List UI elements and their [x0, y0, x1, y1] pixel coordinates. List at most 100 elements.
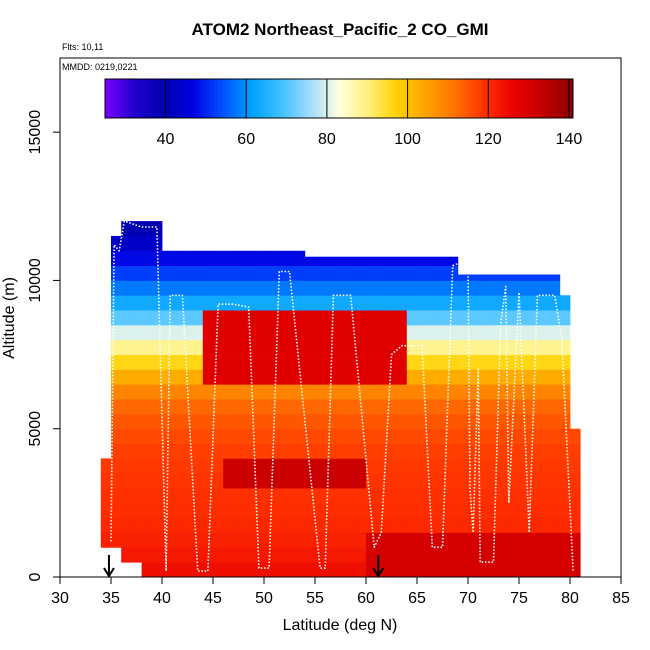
heatmap-cell: [243, 517, 255, 533]
heatmap-cell: [366, 532, 377, 548]
heatmap-cell: [325, 339, 336, 355]
heatmap-cell: [427, 488, 438, 504]
heatmap-cell: [141, 399, 153, 415]
heatmap-cell: [111, 339, 122, 355]
heatmap-cell: [549, 413, 561, 430]
heatmap-cell: [223, 369, 234, 385]
heatmap-cell: [335, 517, 346, 533]
heatmap-cell: [111, 428, 122, 444]
heatmap-cell: [243, 428, 255, 444]
heatmap-cell: [162, 562, 173, 577]
heatmap-cell: [498, 384, 510, 400]
heatmap-cell: [417, 339, 428, 355]
heatmap-cell: [366, 502, 377, 519]
colorbar-swatch: [553, 79, 558, 118]
heatmap-cell: [202, 339, 214, 355]
heatmap-cell: [519, 369, 530, 385]
heatmap-cell: [508, 547, 520, 563]
heatmap-cell: [315, 502, 326, 519]
heatmap-cell: [202, 250, 214, 266]
heatmap-cell: [182, 517, 193, 533]
heatmap-cell: [304, 458, 316, 474]
heatmap-cell: [519, 413, 530, 430]
colorbar-swatch: [311, 79, 316, 118]
heatmap-cell: [294, 339, 306, 355]
heatmap-cell: [213, 443, 224, 459]
heatmap-cell: [223, 339, 234, 355]
heatmap-cell: [427, 399, 438, 415]
heatmap-cell: [233, 428, 244, 444]
heatmap-cell: [172, 562, 183, 577]
colorbar-swatch: [495, 79, 500, 118]
heatmap-cell: [549, 384, 561, 400]
heatmap-cell: [111, 295, 122, 311]
heatmap-cell: [559, 502, 571, 519]
heatmap-cell: [386, 502, 397, 519]
heatmap-cell: [447, 502, 459, 519]
heatmap-cell: [437, 339, 448, 355]
heatmap-cell: [264, 517, 275, 533]
heatmap-cell: [141, 384, 153, 400]
heatmap-cell: [151, 369, 163, 385]
colorbar-swatch: [448, 79, 453, 118]
heatmap-cell: [345, 443, 357, 459]
heatmap-cell: [223, 458, 234, 474]
heatmap-cell: [427, 413, 438, 430]
heatmap-cell: [172, 399, 183, 415]
heatmap-cell: [202, 488, 214, 504]
heatmap-cell: [253, 250, 265, 266]
colorbar-swatch: [358, 79, 363, 118]
heatmap-cell: [376, 369, 387, 385]
heatmap-cell: [539, 413, 550, 430]
heatmap-cell: [192, 473, 204, 489]
heatmap-cell: [437, 256, 448, 266]
heatmap-cell: [315, 458, 326, 474]
heatmap-cell: [151, 443, 163, 459]
colorbar-swatch: [420, 79, 426, 118]
heatmap-cell: [529, 458, 540, 474]
heatmap-cell: [529, 517, 540, 533]
heatmap-cell: [478, 413, 489, 430]
heatmap-cell: [284, 428, 295, 444]
heatmap-cell: [304, 428, 316, 444]
heatmap-cell: [131, 221, 142, 237]
heatmap-cell: [223, 502, 234, 519]
heatmap-cell: [539, 295, 550, 311]
heatmap-cell: [376, 280, 387, 296]
heatmap-cell: [304, 280, 316, 296]
heatmap-cell: [233, 295, 244, 311]
heatmap-cell: [253, 354, 265, 370]
heatmap-cell: [549, 532, 561, 548]
marker-arrow-head: [372, 567, 385, 578]
heatmap-cell: [131, 532, 142, 548]
heatmap-cell: [396, 458, 408, 474]
heatmap-cell: [529, 295, 540, 311]
heatmap-cell: [396, 399, 408, 415]
heatmap-cell: [182, 473, 193, 489]
heatmap-cell: [366, 458, 377, 474]
colorbar-swatch: [218, 79, 223, 118]
heatmap-cell: [508, 532, 520, 548]
heatmap-cell: [253, 502, 265, 519]
heatmap-cell: [498, 502, 510, 519]
heatmap-cell: [172, 473, 183, 489]
heatmap-cell: [151, 339, 163, 355]
heatmap-cell: [233, 369, 244, 385]
heatmap-cell: [447, 369, 459, 385]
heatmap-cell: [121, 265, 132, 281]
heatmap-cell: [366, 547, 377, 563]
heatmap-cell: [223, 428, 234, 444]
heatmap-cell: [325, 458, 336, 474]
heatmap-cell: [549, 339, 561, 355]
colorbar-swatch: [428, 79, 433, 118]
heatmap-cell: [264, 339, 275, 355]
heatmap-cell: [345, 413, 357, 430]
colorbar-swatch: [140, 79, 145, 118]
heatmap-cell: [386, 562, 397, 577]
heatmap-cell: [141, 488, 153, 504]
heatmap-cell: [447, 413, 459, 430]
heatmap-cell: [243, 488, 255, 504]
heatmap-cell: [192, 517, 204, 533]
heatmap-cell: [141, 235, 153, 252]
heatmap-cell: [406, 413, 418, 430]
